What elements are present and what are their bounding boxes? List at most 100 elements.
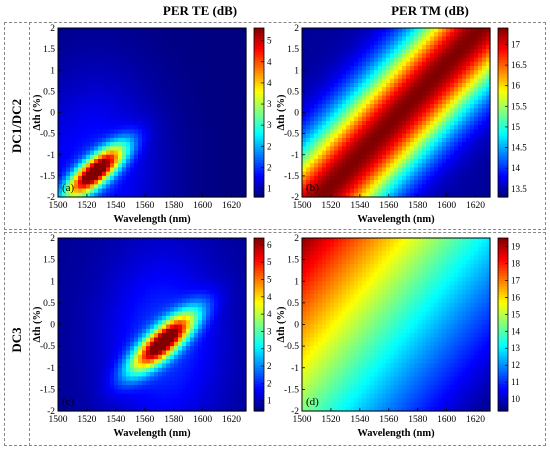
heatmap-cell xyxy=(154,154,159,160)
heatmap-cell xyxy=(94,142,99,147)
heatmap-cell xyxy=(310,171,315,177)
heatmap-cell xyxy=(454,66,459,71)
heatmap-cell xyxy=(342,184,347,190)
colorbar-step xyxy=(498,96,508,100)
heatmap-cell xyxy=(114,337,119,343)
heatmap-cell xyxy=(438,87,443,92)
heatmap-cell xyxy=(426,74,431,80)
heatmap-cell xyxy=(310,180,315,185)
heatmap-cell xyxy=(150,120,155,126)
heatmap-cell xyxy=(102,238,107,243)
heatmap-cell xyxy=(370,175,375,181)
heatmap-cell xyxy=(134,53,139,59)
heatmap-cell xyxy=(162,142,167,147)
heatmap-cell xyxy=(86,333,91,339)
heatmap-cell xyxy=(438,95,443,101)
heatmap-cell xyxy=(462,171,467,177)
heatmap-cell xyxy=(326,108,331,114)
heatmap-cell xyxy=(86,398,91,403)
heatmap-cell xyxy=(62,116,67,122)
heatmap-cell xyxy=(426,66,431,71)
heatmap-cell xyxy=(194,120,199,126)
heatmap-cell xyxy=(454,120,459,126)
heatmap-cell xyxy=(138,104,143,109)
heatmap-cell xyxy=(78,372,83,377)
heatmap-cell xyxy=(350,104,355,109)
heatmap-cell xyxy=(90,108,95,114)
heatmap-cell xyxy=(82,53,87,59)
heatmap-cell xyxy=(418,175,423,181)
heatmap-cell xyxy=(370,116,375,122)
heatmap-cell xyxy=(466,142,471,147)
heatmap-cell xyxy=(94,87,99,92)
heatmap-cell xyxy=(154,328,159,334)
heatmap-cell xyxy=(206,133,211,139)
heatmap-cell xyxy=(142,158,147,164)
heatmap-cell xyxy=(318,142,323,147)
heatmap-cell xyxy=(238,104,243,109)
heatmap-cell xyxy=(390,120,395,126)
heatmap-cell xyxy=(178,133,183,139)
heatmap-cell xyxy=(198,137,203,143)
heatmap-cell xyxy=(66,87,71,92)
heatmap-cell xyxy=(82,324,87,330)
heatmap-cell xyxy=(158,120,163,126)
heatmap-cell xyxy=(354,40,359,46)
heatmap-cell xyxy=(78,142,83,147)
heatmap-cell xyxy=(486,70,491,76)
heatmap-cell xyxy=(170,146,175,152)
heatmap-cell xyxy=(366,49,371,54)
heatmap-cell xyxy=(130,315,135,321)
heatmap-cell xyxy=(74,112,79,118)
heatmap-cell xyxy=(178,142,183,147)
heatmap-cell xyxy=(362,108,367,114)
heatmap-cell xyxy=(302,112,307,118)
heatmap-cell xyxy=(114,74,119,80)
heatmap-cell xyxy=(190,36,195,42)
heatmap-cell xyxy=(90,315,95,321)
heatmap-cell xyxy=(170,49,175,54)
heatmap-cell xyxy=(458,82,463,88)
heatmap-cell xyxy=(134,133,139,139)
heatmap-cell xyxy=(210,188,215,194)
heatmap-cell xyxy=(62,333,67,339)
heatmap-cell xyxy=(430,163,435,169)
heatmap-cell xyxy=(210,125,215,130)
heatmap-cell xyxy=(422,104,427,109)
heatmap-cell xyxy=(90,320,95,326)
heatmap-cell xyxy=(362,192,367,198)
heatmap-cell xyxy=(150,302,155,308)
heatmap-cell xyxy=(318,78,323,84)
heatmap-cell xyxy=(462,137,467,143)
heatmap-cell xyxy=(334,74,339,80)
heatmap-cell xyxy=(62,285,67,291)
heatmap-cell xyxy=(154,112,159,118)
heatmap-cell xyxy=(234,70,239,76)
heatmap-cell xyxy=(486,66,491,71)
heatmap-cell xyxy=(422,40,427,46)
heatmap-cell xyxy=(82,380,87,386)
heatmap-cell xyxy=(98,337,103,343)
heatmap-cell xyxy=(102,389,107,395)
heatmap-cell xyxy=(366,167,371,173)
heatmap-cell xyxy=(102,61,107,67)
heatmap-cell xyxy=(90,376,95,382)
heatmap-cell xyxy=(390,99,395,105)
heatmap-cell xyxy=(150,402,155,408)
heatmap-cell xyxy=(362,188,367,194)
heatmap-cell xyxy=(146,389,151,395)
heatmap-cell xyxy=(402,61,407,67)
heatmap-cell xyxy=(414,32,419,38)
heatmap-cell xyxy=(134,359,139,365)
heatmap-cell xyxy=(114,376,119,382)
heatmap-cell xyxy=(470,53,475,59)
heatmap-cell xyxy=(146,294,151,300)
heatmap-cell xyxy=(230,87,235,92)
heatmap-cell xyxy=(150,333,155,339)
heatmap-cell xyxy=(138,281,143,287)
heatmap-cell xyxy=(466,78,471,84)
heatmap-cell xyxy=(346,133,351,139)
heatmap-cell xyxy=(362,66,367,71)
heatmap-cell xyxy=(238,32,243,38)
heatmap-cell xyxy=(174,133,179,139)
